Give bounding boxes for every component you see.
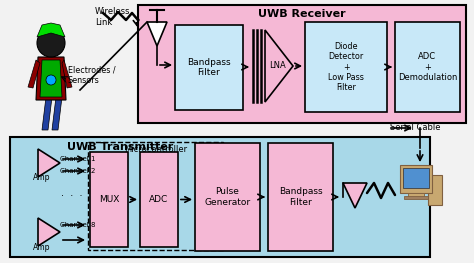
Text: Amp: Amp [33, 174, 51, 183]
Text: Channel 8: Channel 8 [60, 222, 96, 228]
Circle shape [46, 75, 56, 85]
Text: Channel 2: Channel 2 [60, 168, 96, 174]
Text: Wireless
Link: Wireless Link [95, 7, 130, 27]
Text: Microcontroller: Microcontroller [124, 145, 187, 154]
Polygon shape [265, 30, 293, 102]
Bar [268, 143, 333, 251]
Polygon shape [62, 60, 72, 88]
Polygon shape [37, 23, 65, 37]
Polygon shape [36, 57, 66, 100]
Bar [175, 25, 243, 110]
Text: MUX: MUX [99, 195, 119, 204]
Bar [408, 193, 424, 197]
Bar [195, 143, 260, 251]
Polygon shape [40, 60, 62, 97]
Bar [404, 196, 428, 199]
Bar [400, 165, 432, 193]
Bar [140, 152, 178, 247]
Polygon shape [28, 60, 40, 88]
Text: ADC: ADC [149, 195, 169, 204]
Text: Serial Cable: Serial Cable [390, 124, 440, 133]
Text: Electrodes /
Sensors: Electrodes / Sensors [68, 65, 116, 85]
Text: Bandpass
Filter: Bandpass Filter [187, 58, 231, 77]
Text: UWB Transmitter: UWB Transmitter [67, 142, 173, 152]
Bar [403, 168, 429, 188]
Text: Diode
Detector
+
Low Pass
Filter: Diode Detector + Low Pass Filter [328, 42, 364, 92]
Text: ADC
+
Demodulation: ADC + Demodulation [398, 52, 457, 82]
Polygon shape [147, 22, 167, 46]
Text: LNA: LNA [270, 62, 286, 70]
Polygon shape [52, 97, 62, 130]
Bar [90, 152, 128, 247]
Bar [428, 175, 442, 205]
Polygon shape [42, 97, 52, 130]
Bar [10, 137, 430, 257]
Text: Pulse
Generator: Pulse Generator [204, 187, 251, 207]
Text: Amp: Amp [33, 242, 51, 251]
Polygon shape [343, 183, 367, 208]
Bar [88, 142, 223, 250]
Text: ·  ·  ·: · · · [61, 191, 83, 201]
Bar [305, 22, 387, 112]
Text: Bandpass
Filter: Bandpass Filter [279, 187, 322, 207]
Text: UWB Receiver: UWB Receiver [258, 9, 346, 19]
Polygon shape [38, 149, 60, 177]
Polygon shape [38, 218, 60, 246]
Circle shape [37, 29, 65, 57]
Bar [138, 5, 466, 123]
Bar [395, 22, 460, 112]
Text: Channel 1: Channel 1 [60, 156, 96, 162]
